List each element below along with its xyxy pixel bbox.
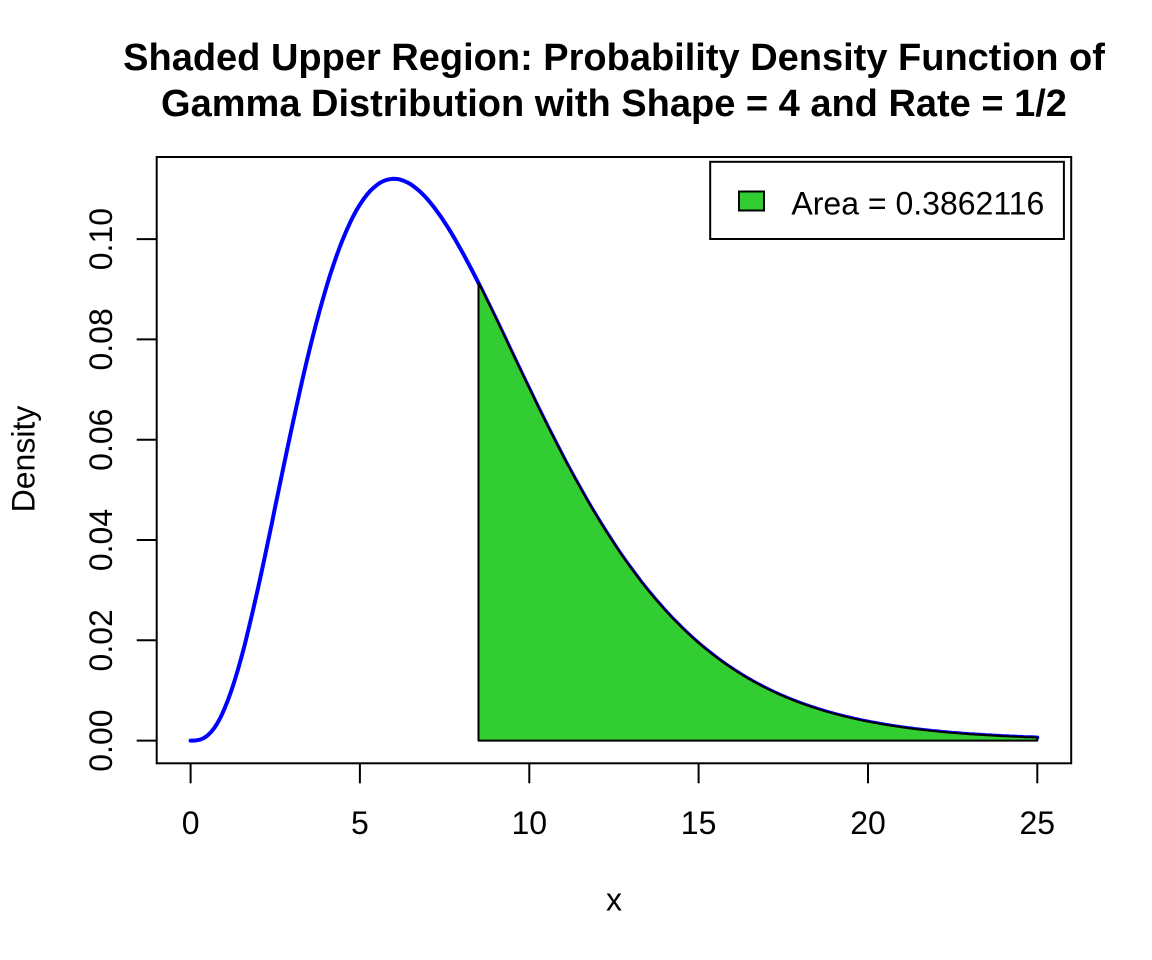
svg-text:Shaded Upper Region: Probabili: Shaded Upper Region: Probability Density… bbox=[123, 37, 1105, 79]
svg-text:x: x bbox=[606, 882, 622, 918]
svg-text:0.00: 0.00 bbox=[83, 709, 119, 771]
svg-text:0.04: 0.04 bbox=[83, 509, 119, 571]
svg-text:0.08: 0.08 bbox=[83, 308, 119, 370]
svg-text:25: 25 bbox=[1020, 805, 1056, 841]
svg-text:0.06: 0.06 bbox=[83, 409, 119, 471]
svg-text:Gamma Distribution with Shape: Gamma Distribution with Shape = 4 and Ra… bbox=[161, 83, 1067, 125]
svg-text:15: 15 bbox=[681, 805, 717, 841]
svg-text:Area = 0.3862116: Area = 0.3862116 bbox=[791, 185, 1044, 221]
svg-text:Density: Density bbox=[6, 406, 42, 513]
svg-text:20: 20 bbox=[850, 805, 886, 841]
svg-text:0.02: 0.02 bbox=[83, 609, 119, 671]
svg-text:10: 10 bbox=[512, 805, 548, 841]
svg-text:5: 5 bbox=[351, 805, 369, 841]
svg-text:0: 0 bbox=[182, 805, 200, 841]
svg-text:0.10: 0.10 bbox=[83, 208, 119, 270]
